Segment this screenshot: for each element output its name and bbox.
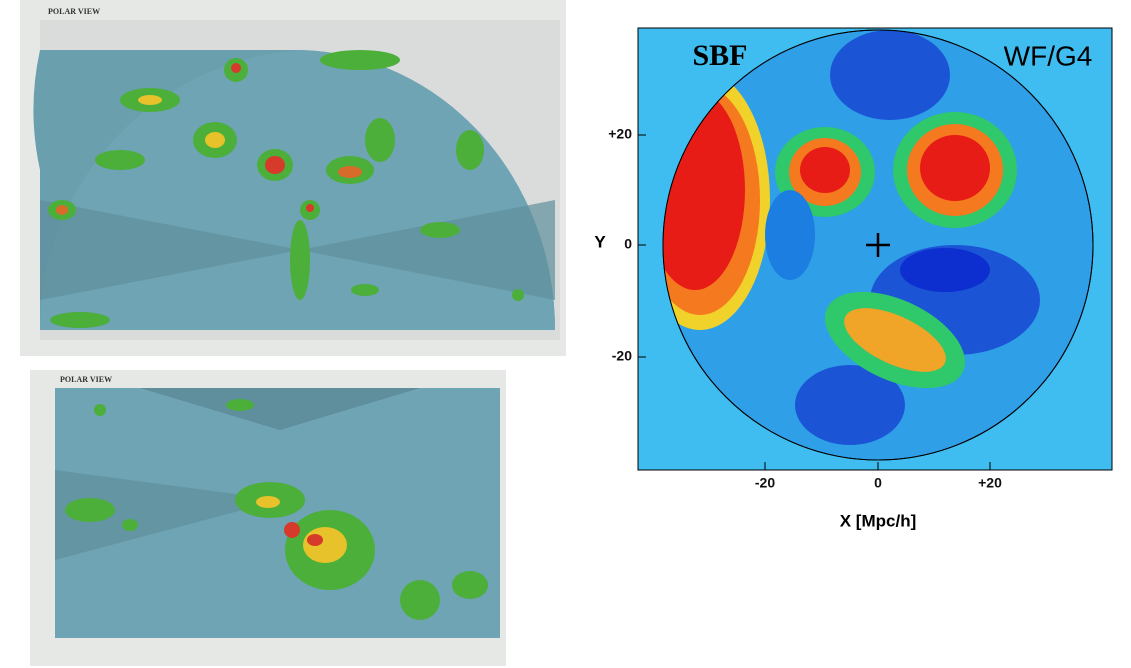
shape — [95, 150, 145, 170]
shape — [138, 95, 162, 105]
polar-view-top: POLAR VIEW — [20, 0, 566, 356]
density-blobs — [48, 50, 524, 328]
shape — [830, 30, 950, 120]
shape — [231, 63, 241, 73]
zone-of-avoidance — [55, 470, 280, 560]
shape — [900, 248, 990, 292]
shape — [365, 118, 395, 162]
density-blobs — [65, 399, 488, 620]
shape — [452, 571, 488, 599]
panel-title: POLAR VIEW — [60, 375, 112, 384]
shape — [290, 220, 310, 300]
shape — [205, 132, 225, 148]
shape — [284, 522, 300, 538]
shape — [400, 580, 440, 620]
shape — [226, 399, 254, 411]
shape — [320, 50, 400, 70]
map-label: SBF — [692, 39, 747, 72]
x-axis-label: X [Mpc/h] — [840, 511, 917, 530]
x-tick-label: -20 — [755, 475, 775, 491]
shape — [303, 527, 347, 563]
velocity-map: SBF WF/G4 Y X [Mpc/h] +20 0 -20 -20 0 +2… — [594, 27, 1113, 530]
shape — [256, 496, 280, 508]
shape — [50, 312, 110, 328]
zone-of-avoidance — [140, 388, 420, 430]
shape — [512, 289, 524, 301]
shape — [456, 130, 484, 170]
shape — [306, 204, 314, 212]
y-tick-label: -20 — [612, 348, 632, 364]
shape — [765, 190, 815, 280]
x-tick-label: 0 — [874, 475, 882, 491]
shape — [351, 284, 379, 296]
shape — [844, 308, 946, 372]
zone-of-avoidance — [300, 200, 555, 300]
shape — [94, 404, 106, 416]
shape — [122, 519, 138, 531]
shape — [56, 205, 68, 215]
ticks — [638, 134, 991, 470]
map-label: WF/G4 — [1004, 40, 1093, 71]
x-tick-label: +20 — [978, 475, 1002, 491]
y-axis-label: Y — [594, 232, 606, 251]
shape — [920, 135, 990, 201]
origin-marker — [866, 233, 890, 257]
shape — [307, 534, 323, 546]
y-tick-label: +20 — [608, 126, 632, 142]
shape — [338, 166, 362, 178]
shape — [420, 222, 460, 238]
shape — [795, 365, 905, 445]
survey-edge — [662, 29, 1094, 461]
shape — [265, 156, 285, 174]
zone-of-avoidance — [40, 200, 300, 300]
shape — [65, 498, 115, 522]
contours — [663, 30, 1040, 445]
y-tick-label: 0 — [624, 236, 632, 252]
shape — [800, 147, 850, 193]
panel-title: POLAR VIEW — [48, 7, 100, 16]
polar-view-bottom: POLAR VIEW — [30, 370, 506, 666]
